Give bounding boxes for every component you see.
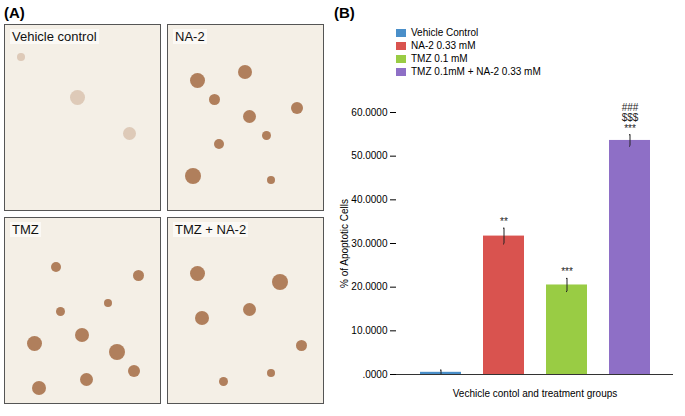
html-text:NA-2 0.33 mM: NA-2 0.33 mM [411, 40, 476, 51]
html-text:(A): (A) [4, 4, 25, 21]
svg-text:50.0000: 50.0000 [351, 150, 388, 161]
html-text:Vehicle control: Vehicle control [12, 29, 97, 44]
svg-text:**: ** [500, 216, 508, 227]
html-text:TMZ: TMZ [12, 222, 39, 237]
html-text:(B): (B) [334, 4, 355, 21]
svg-text:10.0000: 10.0000 [351, 325, 388, 336]
svg-text:Vechicle contol and treatment: Vechicle contol and treatment groups [453, 388, 618, 399]
svg-text:###$$$***: ###$$$*** [622, 102, 639, 134]
html-text:TMZ + NA-2: TMZ + NA-2 [175, 222, 247, 237]
html-text:NA-2: NA-2 [175, 29, 205, 44]
svg-text:60.0000: 60.0000 [351, 107, 388, 118]
html-text:TMZ 0.1mM + NA-2 0.33 mM: TMZ 0.1mM + NA-2 0.33 mM [411, 66, 541, 77]
svg-text:30.0000: 30.0000 [351, 238, 388, 249]
svg-text:***: *** [561, 266, 573, 277]
svg-text:20.0000: 20.0000 [351, 281, 388, 292]
svg-text:% of Apoptotic Cells: % of Apoptotic Cells [339, 199, 350, 288]
svg-text:40.0000: 40.0000 [351, 194, 388, 205]
html-text:Vehicle Control: Vehicle Control [411, 27, 479, 38]
html-text:TMZ 0.1 mM: TMZ 0.1 mM [411, 53, 468, 64]
svg-text:.0000: .0000 [362, 369, 387, 380]
